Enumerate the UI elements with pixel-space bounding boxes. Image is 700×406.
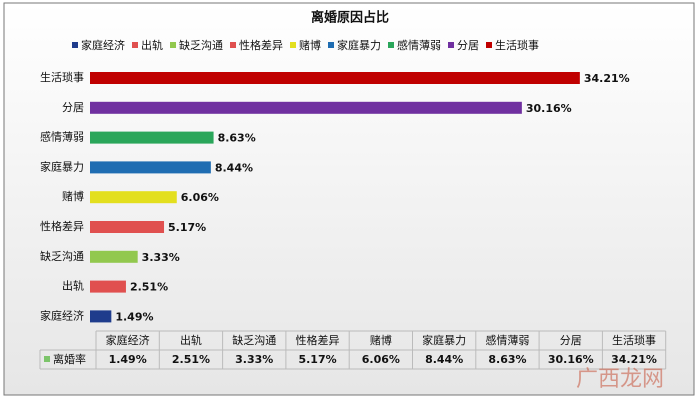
table-cell: 8.44% xyxy=(425,353,463,366)
y-tick-label: 性格差异 xyxy=(40,219,84,233)
table-header: 分居 xyxy=(560,334,582,347)
bar xyxy=(90,101,522,114)
table-cell: 30.16% xyxy=(548,353,594,366)
legend-label: 生活琐事 xyxy=(495,38,539,52)
legend-swatch xyxy=(72,42,78,48)
bar xyxy=(90,280,126,293)
chart-title: 离婚原因占比 xyxy=(311,10,389,26)
data-label: 3.33% xyxy=(142,251,180,264)
data-label: 2.51% xyxy=(130,281,168,294)
legend-swatch xyxy=(328,42,334,48)
data-label: 8.63% xyxy=(218,132,256,145)
table-header: 家庭经济 xyxy=(106,333,150,347)
y-tick-label: 家庭经济 xyxy=(40,308,84,322)
bar xyxy=(90,131,214,144)
bar xyxy=(90,221,165,233)
data-label: 5.17% xyxy=(168,221,206,234)
legend-swatch xyxy=(486,42,492,48)
data-label: 6.06% xyxy=(181,191,219,204)
y-tick-label: 感情薄弱 xyxy=(40,130,84,144)
legend-label: 家庭暴力 xyxy=(337,38,381,52)
table-row-label: 离婚率 xyxy=(53,352,86,366)
bar xyxy=(90,250,138,263)
y-tick-label: 分居 xyxy=(62,101,84,114)
table-header: 赌博 xyxy=(370,333,392,347)
y-tick-label: 生活琐事 xyxy=(40,70,84,84)
table-header: 家庭暴力 xyxy=(422,333,466,347)
y-tick-label: 赌博 xyxy=(62,189,84,203)
y-tick-label: 缺乏沟通 xyxy=(40,249,84,263)
table-cell: 1.49% xyxy=(109,353,147,366)
legend-swatch xyxy=(44,356,50,362)
table-header: 生活琐事 xyxy=(612,333,656,347)
legend-swatch xyxy=(448,42,454,48)
table-cell: 5.17% xyxy=(298,353,336,366)
legend-label: 家庭经济 xyxy=(81,38,125,52)
table-cell: 34.21% xyxy=(611,353,657,366)
data-label: 8.44% xyxy=(215,161,253,174)
bar xyxy=(90,310,112,323)
table-header: 出轨 xyxy=(180,333,202,347)
data-label: 30.16% xyxy=(526,102,572,115)
data-label: 34.21% xyxy=(584,72,630,85)
legend-label: 感情薄弱 xyxy=(397,38,441,52)
legend-label: 出轨 xyxy=(141,38,163,52)
legend-swatch xyxy=(388,42,394,48)
table-cell: 8.63% xyxy=(488,353,526,366)
legend-swatch xyxy=(290,42,296,48)
y-tick-label: 出轨 xyxy=(62,279,84,293)
legend-label: 缺乏沟通 xyxy=(179,38,223,52)
bar xyxy=(90,161,211,174)
table-cell: 2.51% xyxy=(172,353,210,366)
bar xyxy=(90,72,580,84)
legend-label: 性格差异 xyxy=(239,38,283,52)
y-tick-label: 家庭暴力 xyxy=(40,159,84,173)
legend-label: 分居 xyxy=(457,39,479,52)
legend-label: 赌博 xyxy=(299,38,321,52)
watermark: 广西龙网 xyxy=(576,367,664,392)
legend-swatch xyxy=(132,42,138,48)
legend-swatch xyxy=(170,42,176,48)
table-cell: 6.06% xyxy=(362,353,400,366)
table-header: 感情薄弱 xyxy=(485,333,529,347)
table-cell: 3.33% xyxy=(235,353,273,366)
table-header: 缺乏沟通 xyxy=(232,333,276,347)
legend-swatch xyxy=(230,42,236,48)
data-label: 1.49% xyxy=(115,310,153,323)
bar xyxy=(90,191,177,204)
table-header: 性格差异 xyxy=(296,333,340,347)
